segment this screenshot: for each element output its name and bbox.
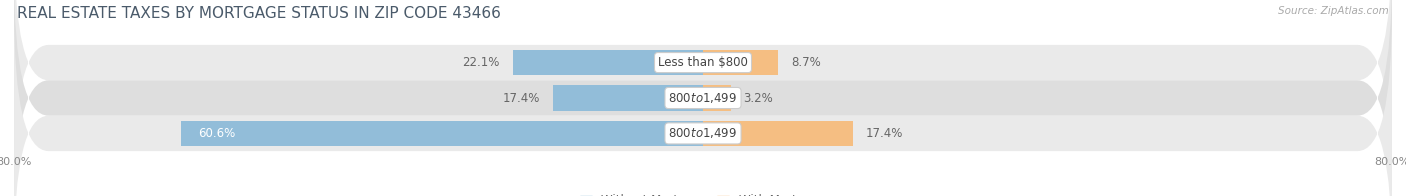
Bar [181,121,703,146]
Legend: Without Mortgage, With Mortgage: Without Mortgage, With Mortgage [581,194,825,196]
FancyBboxPatch shape [14,0,1392,187]
Text: 17.4%: 17.4% [866,127,903,140]
Bar [703,85,731,111]
Text: $800 to $1,499: $800 to $1,499 [668,126,738,140]
Text: 3.2%: 3.2% [744,92,773,104]
FancyBboxPatch shape [14,0,1392,196]
Text: 17.4%: 17.4% [503,92,540,104]
Bar [703,121,853,146]
Text: REAL ESTATE TAXES BY MORTGAGE STATUS IN ZIP CODE 43466: REAL ESTATE TAXES BY MORTGAGE STATUS IN … [17,6,501,21]
Bar [553,85,703,111]
Text: 8.7%: 8.7% [790,56,821,69]
Bar [703,50,778,75]
Text: Less than $800: Less than $800 [658,56,748,69]
Bar [513,50,703,75]
Text: Source: ZipAtlas.com: Source: ZipAtlas.com [1278,6,1389,16]
FancyBboxPatch shape [14,9,1392,196]
Text: 60.6%: 60.6% [198,127,236,140]
Text: $800 to $1,499: $800 to $1,499 [668,91,738,105]
Text: 22.1%: 22.1% [463,56,499,69]
